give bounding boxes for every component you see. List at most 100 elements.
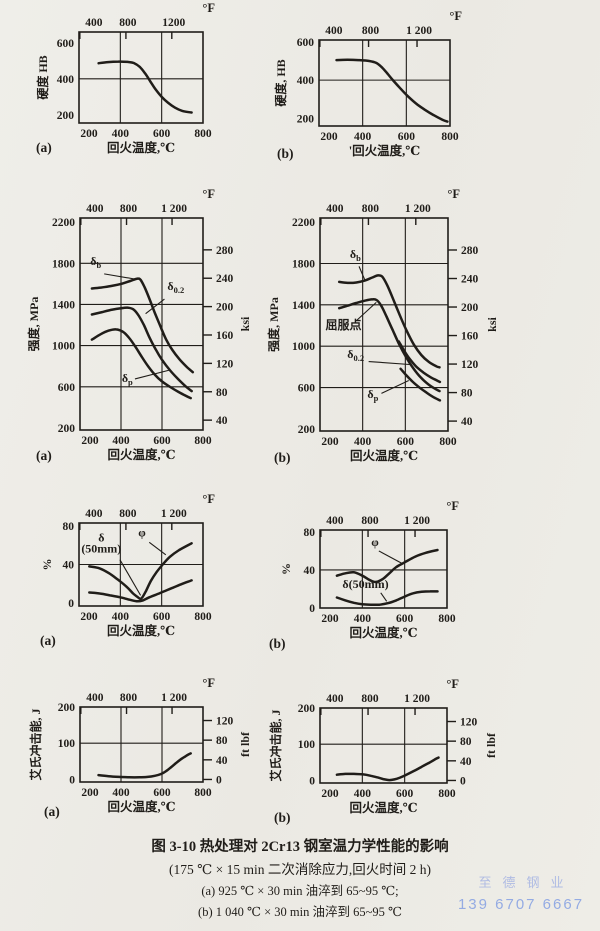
leader-line xyxy=(134,369,170,380)
top-tick-label: 400 xyxy=(326,515,344,527)
y-tick-label: 0 xyxy=(309,775,315,787)
x-tick-label: 200 xyxy=(321,436,339,448)
x-axis-label: 回火温度,℃ xyxy=(349,625,417,640)
x-tick-label: 200 xyxy=(80,611,98,623)
curve-phi xyxy=(335,548,439,584)
top-axis-unit: °F xyxy=(447,187,460,201)
x-axis-label: 回火温度,℃ xyxy=(107,623,175,638)
right-tick-label: 120 xyxy=(216,358,234,370)
y-tick-label: 100 xyxy=(58,738,76,750)
top-tick-label: 800 xyxy=(119,17,137,29)
leader-line xyxy=(119,559,142,596)
right-tick-label: 280 xyxy=(216,245,234,257)
x-tick-label: 200 xyxy=(320,131,338,143)
y-tick-label: 600 xyxy=(298,383,316,395)
right-tick-label: 120 xyxy=(461,359,479,371)
x-tick-label: 200 xyxy=(321,788,339,800)
plot-border xyxy=(78,31,204,124)
plot-border xyxy=(319,707,448,784)
top-tick-label: 400 xyxy=(85,17,103,29)
top-tick-label: 400 xyxy=(85,508,103,520)
right-tick-label: 0 xyxy=(460,775,466,787)
leader-line xyxy=(104,273,136,280)
leader-line xyxy=(378,550,402,564)
right-tick-label: 80 xyxy=(460,736,472,748)
watermark: 至德钢业 139 6707 6667 xyxy=(441,872,600,913)
right-axis-label: ft lbf xyxy=(238,731,252,757)
right-tick-label: 160 xyxy=(216,330,234,342)
panel-label: (b) xyxy=(277,146,294,161)
x-tick-label: 200 xyxy=(321,613,339,625)
x-tick-label: 600 xyxy=(153,128,171,140)
curve-sigma-p xyxy=(90,328,192,400)
curve-label: δ0.2 xyxy=(347,347,364,363)
top-tick-label: 800 xyxy=(361,693,379,705)
y-tick-label: 200 xyxy=(57,110,75,122)
right-tick-label: 80 xyxy=(216,735,228,747)
x-tick-label: 800 xyxy=(194,435,212,447)
x-tick-label: 800 xyxy=(194,787,212,799)
y-axis-label: 强度, MPa xyxy=(266,297,281,352)
y-tick-label: 200 xyxy=(58,423,76,435)
y-tick-label: 200 xyxy=(298,424,316,436)
plot-border xyxy=(78,522,204,607)
top-tick-label: 400 xyxy=(86,692,104,704)
top-tick-label: 1 200 xyxy=(406,25,432,37)
y-tick-label: 100 xyxy=(298,739,316,751)
plot-border xyxy=(318,39,451,127)
y-tick-label: 600 xyxy=(58,382,76,394)
y-axis-label: % xyxy=(279,563,293,575)
x-tick-label: 400 xyxy=(354,436,372,448)
y-tick-label: 2200 xyxy=(292,217,315,229)
x-tick-label: 400 xyxy=(354,613,372,625)
top-axis-unit: °F xyxy=(202,676,215,690)
curve-sigma-02 xyxy=(397,340,442,384)
right-tick-label: 40 xyxy=(216,415,228,427)
top-axis-unit: °F xyxy=(449,9,462,23)
x-tick-label: 800 xyxy=(438,613,456,625)
right-tick-label: 120 xyxy=(460,717,478,729)
curve-label: 屈服点 xyxy=(326,317,362,332)
x-tick-label: 600 xyxy=(398,131,416,143)
curve-label: δb xyxy=(90,254,101,270)
right-tick-label: 80 xyxy=(216,387,228,399)
chart-impact-b: 400 800 1 200 °F 0 100 200 200 400 600 800 0 40 80 120… xyxy=(268,677,498,825)
top-tick-label: 1 200 xyxy=(405,203,431,215)
top-tick-label: 400 xyxy=(326,203,344,215)
y-tick-label: 0 xyxy=(68,598,74,610)
top-axis-unit: °F xyxy=(202,492,215,506)
y-axis-label: 艾氏冲击能, J xyxy=(28,708,43,780)
curve-label: δ xyxy=(98,530,104,544)
x-tick-label: 600 xyxy=(153,611,171,623)
curve-sigma-02 xyxy=(90,306,193,393)
right-tick-label: 240 xyxy=(461,274,479,286)
y-axis-label: 硬度 HB xyxy=(35,55,50,99)
top-axis-unit: °F xyxy=(446,499,459,513)
x-tick-label: 400 xyxy=(112,611,130,623)
y-tick-label: 2200 xyxy=(52,217,75,229)
leader-line xyxy=(368,360,412,366)
y-tick-label: 0 xyxy=(309,603,315,615)
right-tick-label: 0 xyxy=(216,774,222,786)
x-tick-label: 200 xyxy=(81,787,99,799)
top-axis-unit: °F xyxy=(202,1,215,15)
panel-label: (a) xyxy=(36,448,52,463)
y-tick-label: 200 xyxy=(298,703,316,715)
curve-sigma-b xyxy=(337,274,441,369)
right-tick-label: 80 xyxy=(461,388,473,400)
curve-label: (50mm) xyxy=(81,541,121,555)
curve-label: φ xyxy=(371,535,379,549)
panel-label: (b) xyxy=(274,450,291,465)
x-tick-label: 600 xyxy=(397,436,415,448)
plot-border xyxy=(319,217,449,432)
x-tick-label: 800 xyxy=(439,436,457,448)
x-tick-label: 400 xyxy=(112,435,130,447)
right-tick-label: 160 xyxy=(461,331,479,343)
top-tick-label: 800 xyxy=(119,508,137,520)
x-axis-label: 回火温度,℃ xyxy=(107,140,175,155)
x-tick-label: 600 xyxy=(153,435,171,447)
top-tick-label: 400 xyxy=(325,25,343,37)
watermark-phone: 139 6707 6667 xyxy=(457,896,585,913)
right-tick-label: 240 xyxy=(216,273,234,285)
top-tick-label: 1 200 xyxy=(161,508,187,520)
